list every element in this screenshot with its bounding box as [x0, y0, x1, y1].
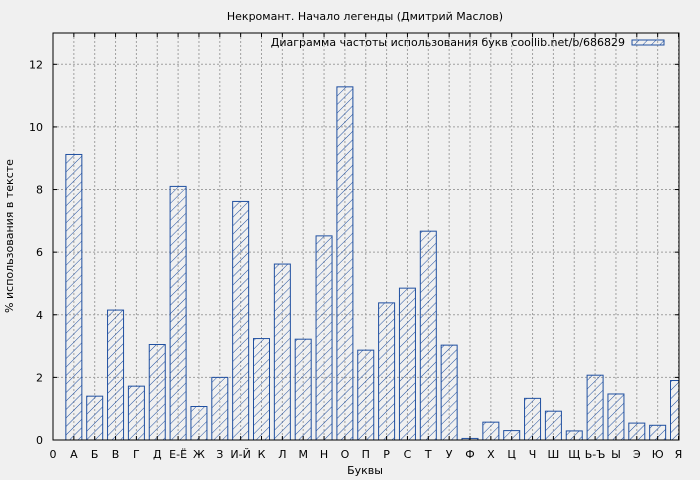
- x-tick-label: И-Й: [230, 448, 250, 461]
- x-tick-label: Ж: [193, 448, 205, 461]
- x-tick-label: Л: [278, 448, 286, 461]
- legend-swatch: [631, 39, 665, 46]
- x-tick-label: Ц: [507, 448, 516, 461]
- x-tick-label: Б: [91, 448, 99, 461]
- bar-Ы: [607, 393, 625, 440]
- y-tick-label: 6: [36, 246, 43, 259]
- bar-Г: [127, 385, 145, 440]
- chart-title: Некромант. Начало легенды (Дмитрий Масло…: [227, 10, 503, 23]
- x-tick-label: А: [70, 448, 78, 461]
- bar-Б: [86, 395, 104, 440]
- bars: [65, 86, 679, 440]
- x-tick-label: Ч: [529, 448, 537, 461]
- x-tick-label: З: [216, 448, 223, 461]
- x-tick-label: Ь-Ъ: [585, 448, 606, 461]
- y-tick-label: 8: [36, 184, 43, 197]
- bar-Л: [273, 263, 291, 440]
- x-tick-label: Н: [320, 448, 328, 461]
- x-tick-label: 0: [50, 448, 57, 461]
- bar-Ч: [524, 397, 542, 440]
- x-tick-label: Т: [424, 448, 432, 461]
- bar-Ц: [503, 430, 521, 440]
- x-tick-label: О: [341, 448, 350, 461]
- x-axis-label: Буквы: [347, 464, 383, 477]
- legend: Диаграмма частоты использования букв coo…: [271, 36, 665, 49]
- bar-Е-Ё: [169, 185, 187, 440]
- x-tick-label: М: [298, 448, 308, 461]
- y-tick-label: 0: [36, 434, 43, 447]
- bar-И-Й: [232, 200, 250, 440]
- bar-Ж: [190, 406, 208, 440]
- bar-З: [211, 376, 229, 440]
- bar-Д: [148, 344, 166, 440]
- x-tick-label: Ю: [652, 448, 664, 461]
- y-tick-label: 12: [29, 58, 43, 71]
- bar-Н: [315, 235, 333, 440]
- x-tick-label: Г: [133, 448, 140, 461]
- bar-С: [398, 287, 416, 440]
- x-tick-label: Э: [633, 448, 641, 461]
- x-tick-label: Р: [383, 448, 390, 461]
- bar-Щ: [565, 430, 583, 440]
- legend-label: Диаграмма частоты использования букв coo…: [271, 36, 625, 49]
- bar-У: [440, 344, 458, 440]
- x-tick-label: Ш: [548, 448, 560, 461]
- x-tick-label: Е-Ё: [169, 448, 187, 461]
- y-axis-label: % использования в тексте: [3, 159, 16, 313]
- x-tick-label: Х: [487, 448, 495, 461]
- x-tick-label: Ы: [611, 448, 621, 461]
- bar-Р: [378, 302, 396, 440]
- y-tick-label: 10: [29, 121, 43, 134]
- x-tick-label: Ф: [465, 448, 474, 461]
- x-tick-label: П: [362, 448, 370, 461]
- y-tick-label: 4: [36, 309, 43, 322]
- x-tick-label: Я: [675, 448, 683, 461]
- x-axis-ticks: 0 А Б В Г Д Е-Ё Ж З И-Й К Л М Н О П Р С Т У Ф Х Ц Ч Ш Щ Ь-Ъ Ы Э Ю Я: [50, 33, 683, 461]
- x-tick-label: Щ: [568, 448, 580, 461]
- bar-К: [253, 338, 270, 440]
- bar-М: [294, 338, 312, 440]
- bar-В: [107, 309, 125, 440]
- y-axis-ticks: 0 2 4 6 8 10 12: [29, 58, 679, 447]
- bar-Ш: [544, 410, 562, 440]
- bar-О: [336, 86, 354, 440]
- x-tick-label: У: [446, 448, 453, 461]
- bar-Ь-Ъ: [586, 374, 604, 440]
- x-tick-label: С: [404, 448, 412, 461]
- x-tick-label: Д: [153, 448, 162, 461]
- bar-А: [65, 153, 83, 440]
- x-tick-label: В: [112, 448, 120, 461]
- bar-Т: [419, 230, 437, 440]
- x-tick-label: К: [258, 448, 266, 461]
- y-tick-label: 2: [36, 371, 43, 384]
- bar-П: [357, 349, 375, 440]
